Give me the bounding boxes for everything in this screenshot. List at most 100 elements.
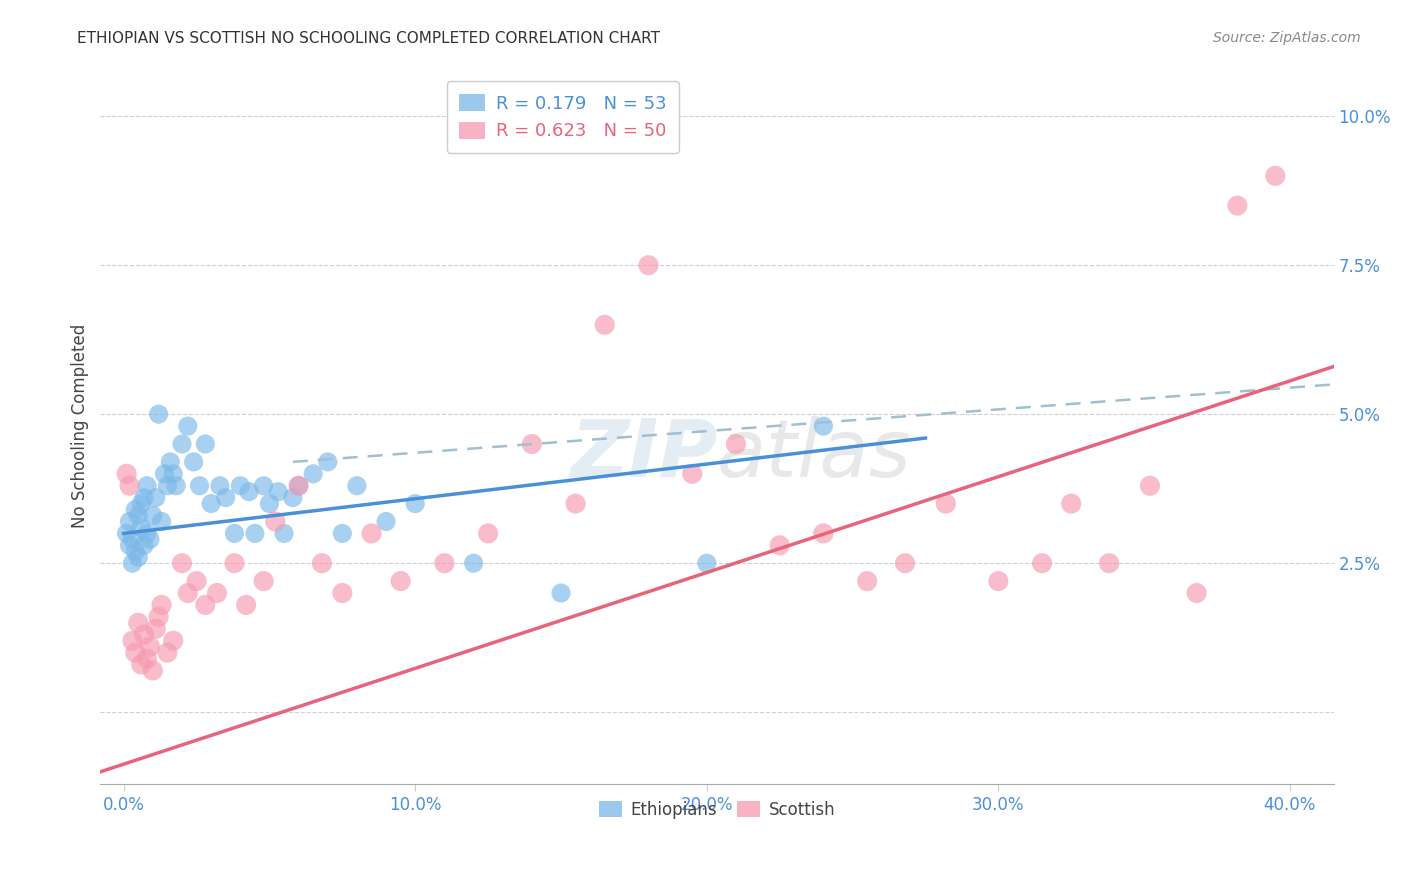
Point bbox=[208, 479, 231, 493]
Point bbox=[148, 407, 170, 421]
Point bbox=[564, 497, 586, 511]
Point bbox=[136, 479, 159, 493]
Point bbox=[477, 526, 499, 541]
Point bbox=[118, 479, 141, 493]
Point bbox=[124, 544, 146, 558]
Point bbox=[696, 556, 718, 570]
Point bbox=[724, 437, 747, 451]
Point bbox=[188, 479, 211, 493]
Point bbox=[267, 484, 290, 499]
Point bbox=[433, 556, 456, 570]
Point bbox=[162, 467, 184, 481]
Point bbox=[252, 479, 274, 493]
Point bbox=[129, 657, 152, 672]
Point bbox=[194, 437, 217, 451]
Point bbox=[170, 437, 193, 451]
Point bbox=[205, 586, 228, 600]
Point bbox=[129, 497, 152, 511]
Point bbox=[1098, 556, 1121, 570]
Point bbox=[194, 598, 217, 612]
Point bbox=[302, 467, 325, 481]
Point bbox=[252, 574, 274, 588]
Text: atlas: atlas bbox=[717, 416, 911, 494]
Y-axis label: No Schooling Completed: No Schooling Completed bbox=[72, 324, 89, 528]
Point bbox=[311, 556, 333, 570]
Point bbox=[987, 574, 1010, 588]
Point bbox=[287, 479, 309, 493]
Point bbox=[1226, 198, 1249, 212]
Point bbox=[520, 437, 543, 451]
Point bbox=[177, 586, 200, 600]
Point bbox=[330, 526, 353, 541]
Point bbox=[145, 491, 167, 505]
Point bbox=[264, 515, 287, 529]
Point bbox=[159, 455, 181, 469]
Point bbox=[121, 633, 143, 648]
Point bbox=[124, 646, 146, 660]
Point bbox=[593, 318, 616, 332]
Point bbox=[150, 515, 173, 529]
Point bbox=[150, 598, 173, 612]
Legend: Ethiopians, Scottish: Ethiopians, Scottish bbox=[592, 794, 842, 825]
Point bbox=[550, 586, 572, 600]
Point bbox=[229, 479, 252, 493]
Point bbox=[177, 419, 200, 434]
Point bbox=[121, 556, 143, 570]
Point bbox=[136, 526, 159, 541]
Point bbox=[139, 640, 162, 654]
Point bbox=[273, 526, 295, 541]
Point bbox=[375, 515, 398, 529]
Point bbox=[259, 497, 281, 511]
Point bbox=[637, 258, 659, 272]
Point bbox=[127, 508, 149, 523]
Point bbox=[215, 491, 238, 505]
Point bbox=[813, 526, 835, 541]
Point bbox=[463, 556, 485, 570]
Point bbox=[132, 491, 155, 505]
Text: Source: ZipAtlas.com: Source: ZipAtlas.com bbox=[1213, 31, 1361, 45]
Point bbox=[127, 550, 149, 565]
Point bbox=[183, 455, 205, 469]
Point bbox=[1031, 556, 1053, 570]
Point bbox=[287, 479, 309, 493]
Point bbox=[1185, 586, 1208, 600]
Point bbox=[238, 484, 260, 499]
Point bbox=[148, 610, 170, 624]
Point bbox=[346, 479, 368, 493]
Point bbox=[139, 533, 162, 547]
Point bbox=[404, 497, 426, 511]
Point bbox=[281, 491, 304, 505]
Point bbox=[1264, 169, 1286, 183]
Point bbox=[200, 497, 222, 511]
Point bbox=[129, 520, 152, 534]
Point bbox=[769, 538, 792, 552]
Point bbox=[360, 526, 382, 541]
Point bbox=[145, 622, 167, 636]
Point bbox=[165, 479, 187, 493]
Point bbox=[935, 497, 957, 511]
Point bbox=[224, 526, 246, 541]
Point bbox=[118, 538, 141, 552]
Text: ETHIOPIAN VS SCOTTISH NO SCHOOLING COMPLETED CORRELATION CHART: ETHIOPIAN VS SCOTTISH NO SCHOOLING COMPL… bbox=[77, 31, 661, 46]
Point bbox=[115, 526, 138, 541]
Point bbox=[127, 615, 149, 630]
Point bbox=[186, 574, 208, 588]
Point bbox=[681, 467, 703, 481]
Point bbox=[1060, 497, 1083, 511]
Point bbox=[856, 574, 879, 588]
Point bbox=[132, 628, 155, 642]
Point bbox=[156, 646, 179, 660]
Point bbox=[124, 502, 146, 516]
Text: ZIP: ZIP bbox=[569, 416, 717, 494]
Point bbox=[162, 633, 184, 648]
Point bbox=[136, 651, 159, 665]
Point bbox=[170, 556, 193, 570]
Point bbox=[224, 556, 246, 570]
Point bbox=[330, 586, 353, 600]
Point bbox=[389, 574, 412, 588]
Point bbox=[153, 467, 176, 481]
Point bbox=[132, 538, 155, 552]
Point bbox=[1139, 479, 1161, 493]
Point bbox=[115, 467, 138, 481]
Point bbox=[121, 533, 143, 547]
